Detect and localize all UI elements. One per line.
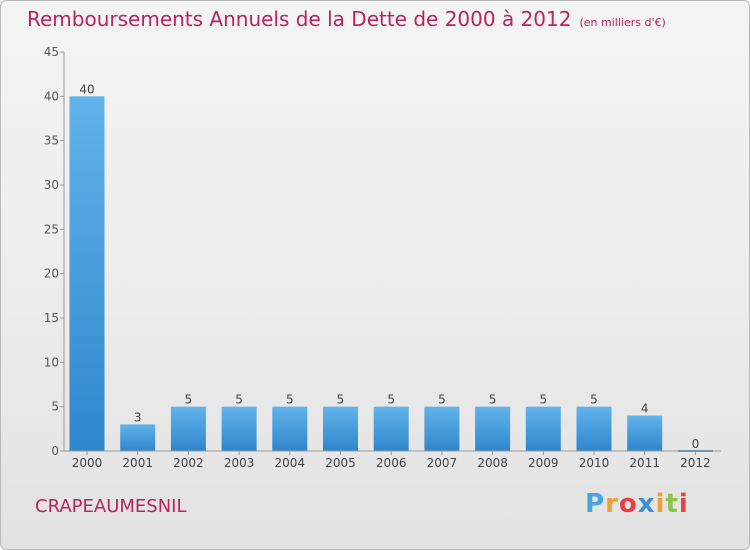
bar-value-label: 40 bbox=[79, 82, 94, 96]
bar bbox=[69, 96, 105, 451]
y-tick-label: 10 bbox=[44, 355, 59, 369]
bar-value-label: 0 bbox=[692, 437, 700, 451]
bar-value-label: 3 bbox=[134, 410, 142, 424]
logo-letter: x bbox=[637, 489, 656, 519]
bar-value-label: 5 bbox=[387, 393, 395, 407]
bar bbox=[373, 406, 409, 451]
y-tick-label: 20 bbox=[44, 267, 59, 281]
x-tick-label: 2005 bbox=[325, 456, 356, 470]
y-tick-label: 5 bbox=[51, 400, 59, 414]
chart-unit: (en milliers d'€) bbox=[579, 16, 666, 29]
y-tick-label: 15 bbox=[44, 311, 59, 325]
y-axis: 0 5 10 15 20 25 30 35 40 45 bbox=[44, 45, 65, 458]
x-tick-label: 2004 bbox=[275, 456, 306, 470]
bar bbox=[221, 406, 257, 451]
y-tick-label: 40 bbox=[44, 89, 59, 103]
bar-value-label: 5 bbox=[489, 393, 497, 407]
bar-value-label: 5 bbox=[235, 393, 243, 407]
x-axis: 2000 2001 2002 2003 2004 2005 2006 2007 2008 2009… bbox=[64, 450, 721, 470]
x-tick-label: 2006 bbox=[376, 456, 407, 470]
logo-letter: i bbox=[655, 489, 666, 519]
logo-letter: r bbox=[605, 489, 619, 519]
x-tick-label: 2010 bbox=[579, 456, 610, 470]
bar-value-label: 5 bbox=[438, 393, 446, 407]
x-tick-label: 2003 bbox=[224, 456, 255, 470]
bar-value-label: 5 bbox=[337, 393, 345, 407]
x-tick-label: 2008 bbox=[477, 456, 508, 470]
bar bbox=[525, 406, 561, 451]
x-tick-label: 2000 bbox=[72, 456, 103, 470]
bar bbox=[627, 415, 663, 451]
bar-value-label: 5 bbox=[286, 393, 294, 407]
bar bbox=[424, 406, 460, 451]
bar-value-label: 5 bbox=[590, 393, 598, 407]
logo-letter: t bbox=[665, 489, 679, 519]
x-tick-label: 2012 bbox=[680, 456, 711, 470]
chart-title-text: Remboursements Annuels de la Dette de 20… bbox=[27, 7, 572, 31]
logo-letter: o bbox=[618, 489, 638, 519]
x-tick-label: 2011 bbox=[629, 456, 660, 470]
bar bbox=[120, 424, 156, 451]
bar bbox=[170, 406, 206, 451]
y-tick-label: 45 bbox=[44, 45, 59, 59]
bar bbox=[272, 406, 308, 451]
x-tick-label: 2009 bbox=[528, 456, 559, 470]
y-tick-label: 35 bbox=[44, 134, 59, 148]
bar-value-label: 5 bbox=[539, 393, 547, 407]
city-name: CRAPEAUMESNIL bbox=[35, 496, 187, 517]
chart-title: Remboursements Annuels de la Dette de 20… bbox=[27, 7, 666, 31]
bar bbox=[475, 406, 511, 451]
y-tick-label: 30 bbox=[44, 178, 59, 192]
proxiti-logo: Proxiti bbox=[585, 489, 689, 519]
bar-value-label: 4 bbox=[641, 402, 649, 416]
x-tick-label: 2002 bbox=[173, 456, 204, 470]
y-tick-label: 0 bbox=[51, 444, 59, 458]
bar bbox=[576, 406, 612, 451]
logo-letter: P bbox=[585, 489, 606, 519]
x-tick-label: 2001 bbox=[122, 456, 153, 470]
y-tick-label: 25 bbox=[44, 222, 59, 236]
bar bbox=[323, 406, 358, 451]
bar-value-label: 5 bbox=[185, 393, 193, 407]
logo-letter: i bbox=[678, 489, 689, 519]
x-tick-label: 2007 bbox=[427, 456, 458, 470]
